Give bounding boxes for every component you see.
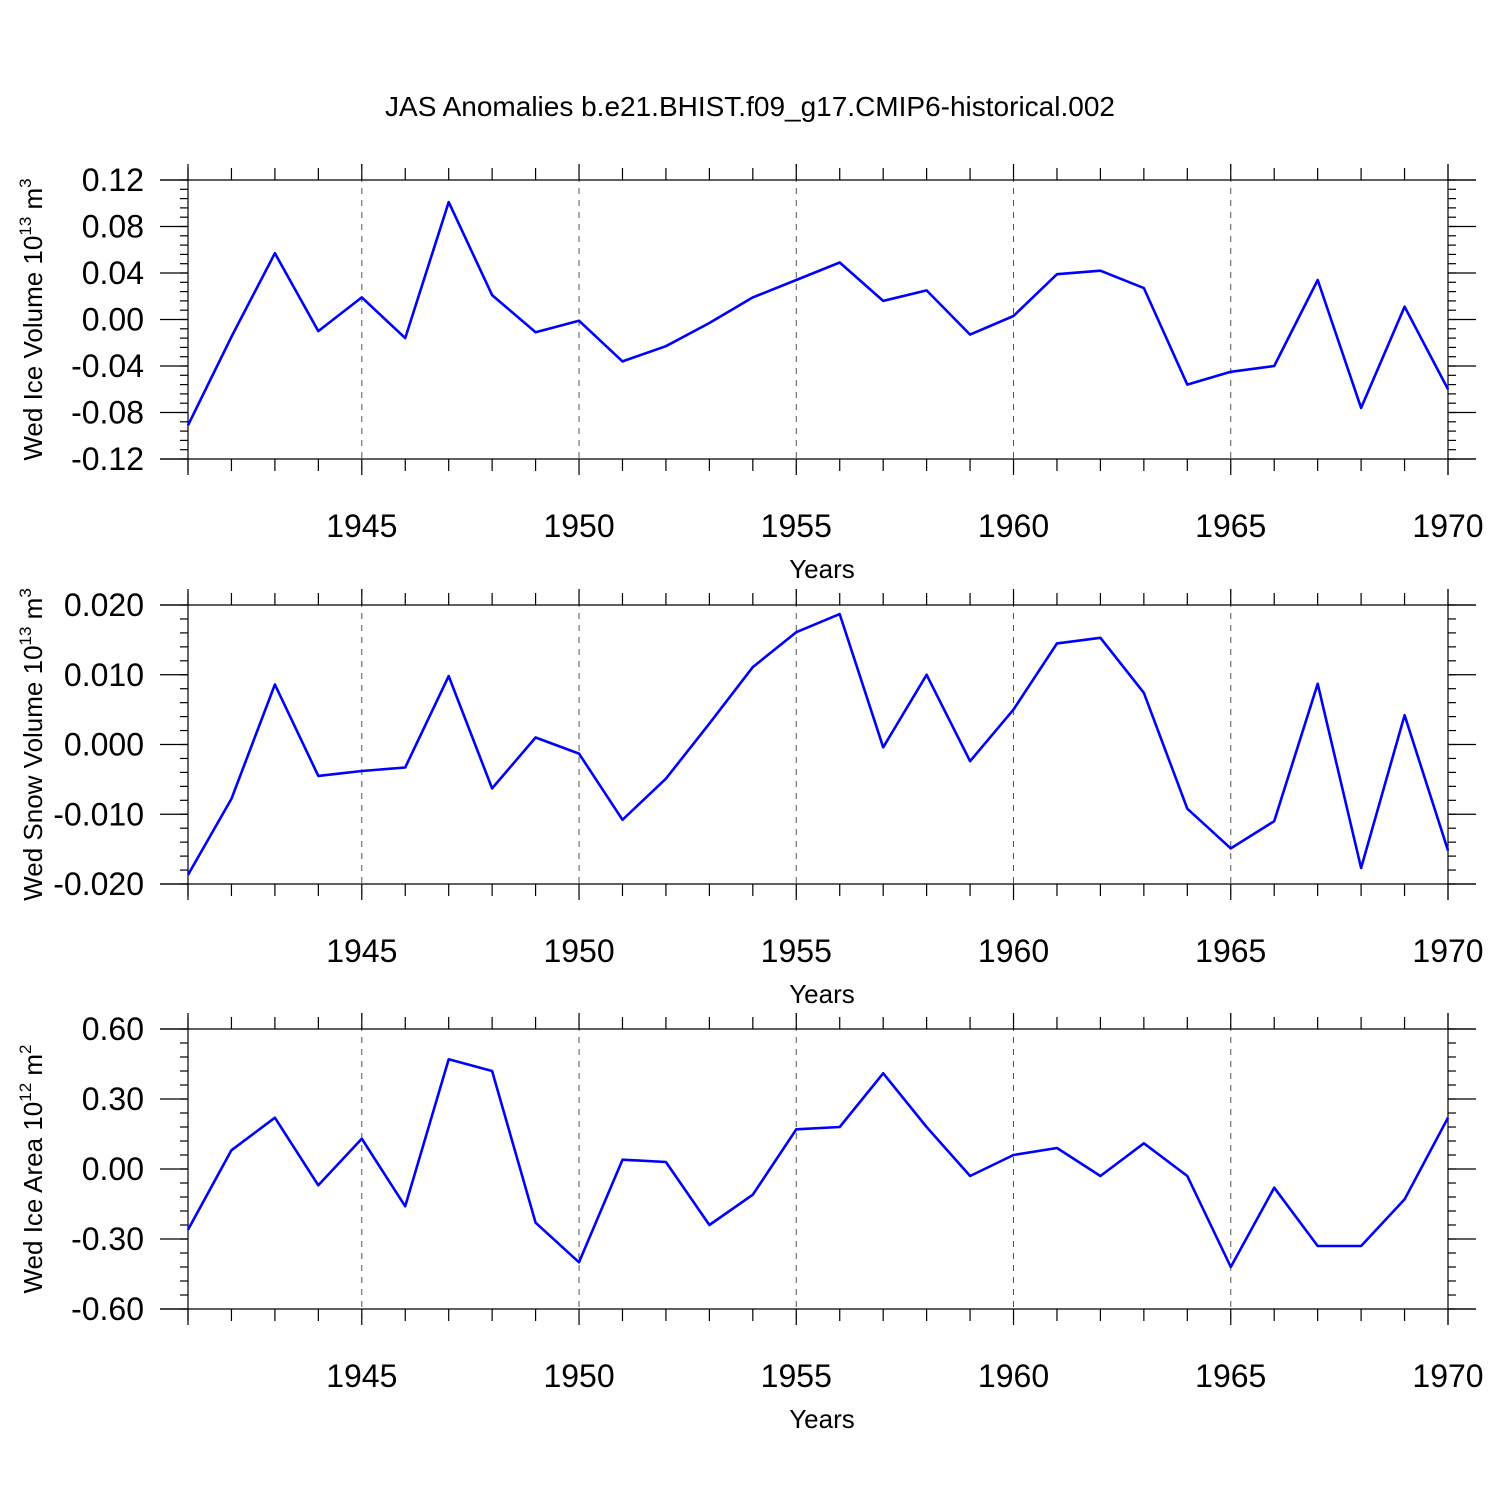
x-tick-label: 1970 (1412, 933, 1483, 969)
x-tick-label: 1955 (761, 508, 832, 544)
panel-3: 1945 1950 1955 1960 1965 1970 -0.60 -0.30 0.00 0.… (16, 1011, 1484, 1434)
panel-2: 1945 1950 1955 1960 1965 1970 -0.020 -0.010 0.00… (16, 587, 1484, 1009)
panel-1: 1945 1950 1955 1960 1965 1970 -0.12 -0.08 -0.04 0… (16, 162, 1484, 584)
x-tick-label: 1955 (761, 933, 832, 969)
x-tick-label: 1965 (1195, 1358, 1266, 1394)
x-tick-label: 1950 (543, 1358, 614, 1394)
y-tick-label: 0.000 (64, 727, 144, 763)
x-axis-label: Years (789, 554, 855, 584)
y-tick-label: 0.30 (82, 1081, 144, 1117)
y-axis-label: Wed Ice Area 1012 m2 (16, 1044, 48, 1293)
y-tick-label: -0.04 (71, 348, 144, 384)
x-tick-label: 1965 (1195, 933, 1266, 969)
y-axis-label: Wed Ice Volume 1013 m3 (16, 178, 48, 460)
x-tick-label: 1965 (1195, 508, 1266, 544)
x-axis-label: Years (789, 1404, 855, 1434)
x-tick-label: 1960 (978, 508, 1049, 544)
y-tick-label: 0.08 (82, 209, 144, 245)
y-tick-label: 0.12 (82, 162, 144, 198)
y-tick-label: 0.00 (82, 1151, 144, 1187)
y-tick-label: -0.020 (53, 866, 144, 902)
chart-panels: 1945 1950 1955 1960 1965 1970 -0.12 -0.08 -0.04 0… (16, 162, 1484, 1434)
y-tick-label: 0.04 (82, 255, 144, 291)
x-axis-label: Years (789, 979, 855, 1009)
y-tick-label: 0.00 (82, 302, 144, 338)
x-tick-label: 1945 (326, 508, 397, 544)
x-tick-label: 1945 (326, 1358, 397, 1394)
y-tick-label: -0.010 (53, 796, 144, 832)
x-tick-label: 1950 (543, 933, 614, 969)
series-line (186, 200, 1450, 426)
y-tick-label: -0.12 (71, 441, 144, 477)
y-tick-label: 0.60 (82, 1011, 144, 1047)
x-tick-label: 1960 (978, 933, 1049, 969)
x-tick-label: 1960 (978, 1358, 1049, 1394)
x-tick-label: 1945 (326, 933, 397, 969)
y-tick-label: -0.60 (71, 1291, 144, 1327)
y-tick-label: -0.08 (71, 395, 144, 431)
x-tick-label: 1950 (543, 508, 614, 544)
series-line (186, 612, 1450, 876)
x-tick-label: 1955 (761, 1358, 832, 1394)
y-tick-label: -0.30 (71, 1221, 144, 1257)
series-line (186, 1058, 1450, 1269)
y-axis-label: Wed Snow Volume 1013 m3 (16, 588, 48, 901)
chart-title: JAS Anomalies b.e21.BHIST.f09_g17.CMIP6-… (385, 91, 1115, 122)
x-tick-label: 1970 (1412, 508, 1483, 544)
x-tick-label: 1970 (1412, 1358, 1483, 1394)
y-tick-label: 0.010 (64, 657, 144, 693)
y-tick-label: 0.020 (64, 587, 144, 623)
